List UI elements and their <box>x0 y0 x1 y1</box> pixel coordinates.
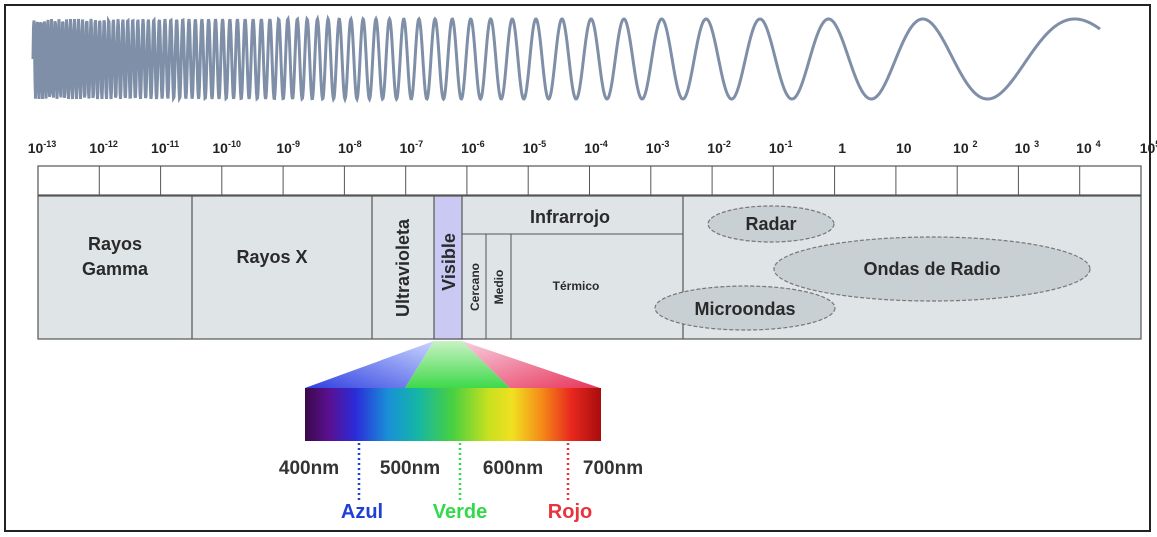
tick-label: 10 <box>896 140 912 156</box>
nm-label-500: 500nm <box>380 458 440 479</box>
radar-ellipse <box>707 205 835 243</box>
visible-spectrum-bar <box>305 388 601 441</box>
ultraviolet-label: Ultravioleta <box>393 218 413 317</box>
mid-infrared-label: Medio <box>492 270 506 305</box>
green-label: Verde <box>433 501 487 523</box>
tick-label: 10-10 <box>212 139 241 156</box>
xray-label: Rayos X <box>236 247 307 267</box>
tick-label: 10-5 <box>523 139 547 156</box>
red-label: Rojo <box>548 501 592 523</box>
tick-label: 10 4 <box>1076 139 1100 156</box>
tick-label: 1 <box>838 140 846 156</box>
microwave-ellipse <box>654 285 836 331</box>
thermal-infrared-label: Térmico <box>553 279 600 293</box>
microwave-label: Microondas <box>694 299 795 319</box>
nm-label-700: 700nm <box>583 458 643 479</box>
tick-label: 10-7 <box>400 139 424 156</box>
near-infrared-label: Cercano <box>468 263 482 311</box>
radio-label: Ondas de Radio <box>863 259 1000 279</box>
tick-label: 10-1 <box>769 139 793 156</box>
tick-label: 10-8 <box>338 139 362 156</box>
scale-cells <box>37 165 1142 196</box>
tick-label: 10-12 <box>89 139 118 156</box>
gamma-label-line2: Gamma <box>82 259 149 279</box>
radar-label: Radar <box>745 214 796 234</box>
gamma-label-line1: Rayos <box>88 234 142 254</box>
tick-label: 10-6 <box>461 139 485 156</box>
infrared-label: Infrarrojo <box>530 207 610 227</box>
tick-label: 10 3 <box>1015 139 1039 156</box>
tick-label: 10-3 <box>646 139 670 156</box>
visible-band <box>433 195 463 340</box>
tick-label: 10-2 <box>707 139 731 156</box>
visible-fan <box>305 341 600 388</box>
tick-label: 10 2 <box>953 139 977 156</box>
radio-ellipse <box>773 236 1091 302</box>
visible-label: Visible <box>439 233 459 291</box>
tick-label: 105 <box>1140 139 1157 156</box>
tick-label: 10-11 <box>151 139 179 156</box>
wave-line <box>31 14 1101 104</box>
nm-label-600: 600nm <box>483 458 543 479</box>
blue-label: Azul <box>341 501 383 523</box>
wavelength-scale: 10-13 10-12 10-11 10-10 10-9 10-8 10-7 10-6 10-5… <box>28 139 1157 156</box>
tick-label: 10-9 <box>276 139 300 156</box>
tick-label: 10-4 <box>584 139 608 156</box>
nm-label-400: 400nm <box>279 458 339 479</box>
tick-label: 10-13 <box>28 139 57 156</box>
